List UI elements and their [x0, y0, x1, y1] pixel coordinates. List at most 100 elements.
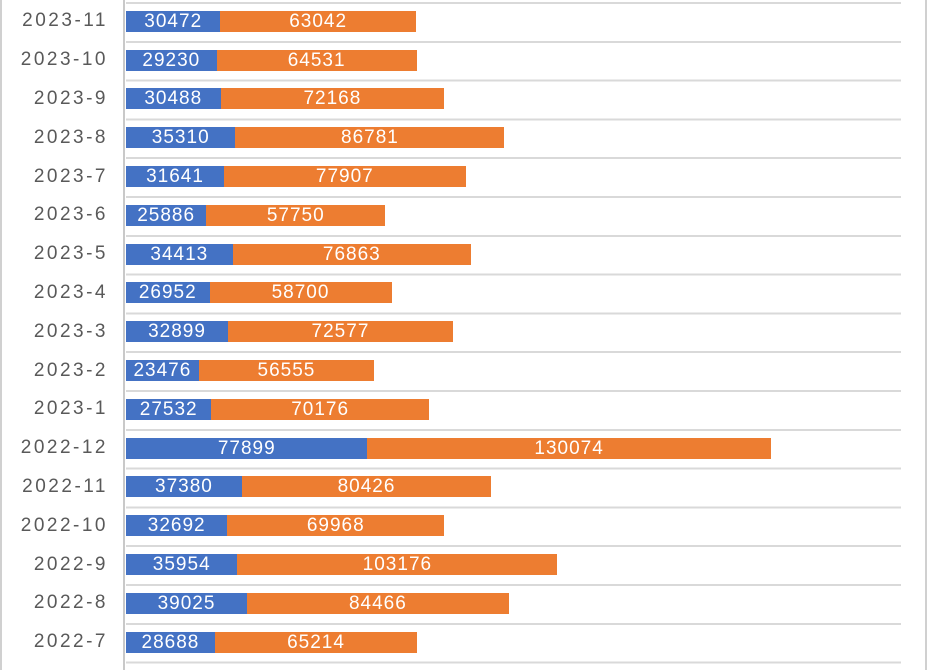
stacked-bar: 25886 57750: [126, 204, 901, 226]
bar-segment-blue[interactable]: 35954: [126, 554, 238, 576]
bar-segment-blue[interactable]: 31641: [126, 166, 225, 188]
stacked-bar: 26952 58700: [126, 282, 901, 304]
bar-row: 32899 72577: [126, 312, 901, 351]
category-axis: 2023-11 2023-10 2023-9 2023-8 2023-7 2023-6 20…: [0, 2, 123, 662]
data-label: 34413: [150, 243, 209, 265]
bar-row: 35954 103176: [126, 545, 901, 584]
data-label: 28688: [141, 631, 200, 653]
bar-segment-orange[interactable]: 84466: [246, 592, 509, 614]
bar-segment-blue[interactable]: 29230: [126, 49, 217, 71]
data-label: 77899: [217, 437, 276, 459]
stacked-bar: 32899 72577: [126, 321, 901, 343]
data-label: 23476: [133, 360, 192, 382]
bar-row: 29230 64531: [126, 41, 901, 80]
data-label: 65214: [287, 631, 345, 653]
data-label: 31641: [146, 166, 204, 188]
bar-segment-blue[interactable]: 77899: [126, 437, 368, 459]
bar-segment-blue[interactable]: 32899: [126, 321, 228, 343]
data-label: 35310: [151, 127, 210, 149]
data-label: 77907: [315, 166, 374, 188]
bar-segment-blue[interactable]: 23476: [126, 360, 199, 382]
bar-row: 37380 80426: [126, 468, 901, 507]
bar-segment-blue[interactable]: 39025: [126, 592, 247, 614]
data-label: 86781: [341, 127, 399, 149]
bar-segment-blue[interactable]: 27532: [126, 398, 212, 420]
data-label: 26952: [138, 282, 197, 304]
stacked-bar: 35310 86781: [126, 127, 901, 149]
category-label: 2023-6: [33, 204, 108, 226]
bar-row: 31641 77907: [126, 157, 901, 196]
category-label: 2023-5: [33, 243, 108, 265]
bar-row: 39025 84466: [126, 584, 901, 623]
bar-row: 35310 86781: [126, 118, 901, 157]
stacked-bar: 34413 76863: [126, 243, 901, 265]
bar-segment-blue[interactable]: 32692: [126, 515, 228, 537]
chart-frame-right-border: [925, 0, 927, 670]
stacked-bar: 28688 65214: [126, 631, 901, 653]
category-label: 2023-2: [33, 359, 108, 381]
data-label: 39025: [157, 592, 216, 614]
data-label: 30488: [144, 88, 203, 110]
data-label: 56555: [257, 360, 316, 382]
data-label: 25886: [137, 204, 196, 226]
bar-segment-orange[interactable]: 56555: [198, 360, 375, 382]
stacked-bar: 29230 64531: [126, 49, 901, 71]
data-label: 58700: [271, 282, 330, 304]
bar-segment-blue[interactable]: 30488: [126, 88, 221, 110]
bar-row: 77899 130074: [126, 429, 901, 468]
bar-segment-orange[interactable]: 103176: [237, 554, 558, 576]
category-label: 2023-9: [33, 87, 108, 109]
data-label: 76863: [322, 243, 381, 265]
bar-segment-orange[interactable]: 63042: [220, 10, 416, 32]
bar-segment-blue[interactable]: 28688: [126, 631, 215, 653]
stacked-bar: 37380 80426: [126, 476, 901, 498]
bar-segment-orange[interactable]: 65214: [214, 631, 418, 653]
category-label: 2023-3: [33, 320, 108, 342]
data-label: 63042: [289, 10, 348, 32]
bar-segment-orange[interactable]: 80426: [241, 476, 492, 498]
category-label: 2023-4: [33, 281, 108, 303]
data-label: 130074: [534, 437, 604, 459]
stacked-bar: 23476 56555: [126, 360, 901, 382]
plot-area: 30472 63042 29230 64531 30488 72168 35310 86781…: [126, 2, 901, 664]
bar-segment-orange[interactable]: 69968: [227, 515, 445, 537]
bar-segment-orange[interactable]: 57750: [206, 204, 386, 226]
bar-segment-blue[interactable]: 30472: [126, 10, 221, 32]
stacked-bar: 32692 69968: [126, 515, 901, 537]
data-label: 72577: [311, 321, 370, 343]
chart-frame-left-border: [0, 0, 2, 670]
bar-segment-orange[interactable]: 76863: [232, 243, 471, 265]
bar-segment-orange[interactable]: 72168: [220, 88, 445, 110]
stacked-bar: 77899 130074: [126, 437, 901, 459]
bar-segment-blue[interactable]: 25886: [126, 204, 207, 226]
bar-row: 30488 72168: [126, 80, 901, 119]
data-label: 103176: [362, 554, 433, 576]
bar-segment-blue[interactable]: 34413: [126, 243, 233, 265]
stacked-bar: 30488 72168: [126, 88, 901, 110]
category-label: 2022-10: [20, 514, 108, 536]
stacked-bar: 27532 70176: [126, 398, 901, 420]
bar-segment-orange[interactable]: 70176: [211, 398, 429, 420]
bar-row: 26952 58700: [126, 274, 901, 313]
bar-row: 28688 65214: [126, 623, 901, 662]
bar-segment-blue[interactable]: 35310: [126, 127, 236, 149]
category-label: 2023-11: [22, 10, 108, 32]
stacked-bar: 35954 103176: [126, 554, 901, 576]
bar-segment-orange[interactable]: 77907: [224, 166, 466, 188]
data-label: 27532: [139, 398, 198, 420]
bar-segment-orange[interactable]: 130074: [367, 437, 771, 459]
bar-segment-orange[interactable]: 58700: [209, 282, 392, 304]
category-label: 2023-1: [33, 398, 108, 420]
category-label: 2022-11: [22, 475, 108, 497]
category-label: 2023-10: [20, 49, 108, 71]
data-label: 29230: [142, 49, 201, 71]
data-label: 64531: [287, 49, 346, 71]
bar-segment-orange[interactable]: 86781: [235, 127, 505, 149]
bar-segment-orange[interactable]: 72577: [227, 321, 453, 343]
bar-segment-blue[interactable]: 26952: [126, 282, 210, 304]
bar-segment-blue[interactable]: 37380: [126, 476, 242, 498]
bar-segment-orange[interactable]: 64531: [216, 49, 417, 71]
category-label: 2022-8: [33, 592, 108, 614]
data-label: 32899: [148, 321, 206, 343]
